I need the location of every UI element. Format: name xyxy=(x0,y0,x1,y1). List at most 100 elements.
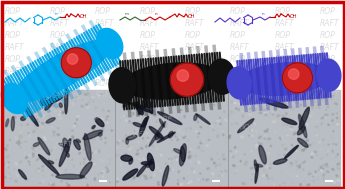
Ellipse shape xyxy=(136,153,139,155)
Ellipse shape xyxy=(63,112,64,113)
Ellipse shape xyxy=(32,154,34,157)
Ellipse shape xyxy=(308,108,310,109)
Ellipse shape xyxy=(306,92,308,94)
Ellipse shape xyxy=(106,171,108,173)
Ellipse shape xyxy=(154,98,157,100)
Ellipse shape xyxy=(140,97,141,98)
Text: RAFT: RAFT xyxy=(230,43,249,53)
Ellipse shape xyxy=(321,157,323,159)
Ellipse shape xyxy=(65,97,67,100)
Ellipse shape xyxy=(255,165,258,183)
Ellipse shape xyxy=(142,138,144,139)
Ellipse shape xyxy=(84,140,85,142)
Ellipse shape xyxy=(231,124,233,125)
Ellipse shape xyxy=(89,96,90,97)
Ellipse shape xyxy=(151,167,153,170)
Ellipse shape xyxy=(274,159,287,164)
Ellipse shape xyxy=(19,170,27,179)
Ellipse shape xyxy=(250,150,252,152)
Ellipse shape xyxy=(125,139,127,142)
Ellipse shape xyxy=(304,136,306,138)
Ellipse shape xyxy=(17,104,19,105)
Ellipse shape xyxy=(337,121,339,124)
Ellipse shape xyxy=(190,148,191,149)
Ellipse shape xyxy=(315,174,316,175)
Ellipse shape xyxy=(311,157,313,158)
Ellipse shape xyxy=(149,122,166,146)
Ellipse shape xyxy=(100,118,104,120)
Ellipse shape xyxy=(80,163,82,164)
Ellipse shape xyxy=(147,137,148,139)
Ellipse shape xyxy=(259,166,260,168)
Text: ROP: ROP xyxy=(85,116,100,122)
Ellipse shape xyxy=(292,107,294,110)
Ellipse shape xyxy=(282,144,284,146)
Ellipse shape xyxy=(102,176,104,177)
Ellipse shape xyxy=(137,93,139,95)
Ellipse shape xyxy=(116,147,118,149)
Ellipse shape xyxy=(160,154,162,156)
Ellipse shape xyxy=(295,160,297,163)
Ellipse shape xyxy=(21,124,22,125)
Ellipse shape xyxy=(6,94,8,96)
Ellipse shape xyxy=(100,100,102,103)
Ellipse shape xyxy=(48,115,49,117)
Ellipse shape xyxy=(306,96,308,98)
Ellipse shape xyxy=(56,174,85,179)
Ellipse shape xyxy=(106,119,107,120)
Ellipse shape xyxy=(34,103,35,104)
Ellipse shape xyxy=(158,184,160,185)
Ellipse shape xyxy=(141,97,144,100)
Ellipse shape xyxy=(106,99,108,101)
Ellipse shape xyxy=(83,149,84,150)
Ellipse shape xyxy=(93,159,95,160)
Ellipse shape xyxy=(131,179,133,180)
Text: RAFT: RAFT xyxy=(140,19,159,29)
Ellipse shape xyxy=(233,165,235,167)
Ellipse shape xyxy=(195,163,196,164)
Ellipse shape xyxy=(161,110,164,112)
Ellipse shape xyxy=(162,184,164,186)
Ellipse shape xyxy=(303,162,304,163)
Ellipse shape xyxy=(6,98,8,101)
Text: ROP: ROP xyxy=(310,121,325,127)
Ellipse shape xyxy=(336,117,338,119)
Ellipse shape xyxy=(256,130,257,133)
Ellipse shape xyxy=(43,115,45,117)
Ellipse shape xyxy=(17,140,19,142)
Ellipse shape xyxy=(249,135,250,136)
Ellipse shape xyxy=(251,122,253,124)
Ellipse shape xyxy=(105,117,108,119)
Ellipse shape xyxy=(38,168,40,170)
Ellipse shape xyxy=(134,123,136,125)
Ellipse shape xyxy=(264,130,267,132)
Ellipse shape xyxy=(22,133,24,135)
Ellipse shape xyxy=(98,150,100,153)
Ellipse shape xyxy=(65,87,68,114)
Ellipse shape xyxy=(175,95,176,96)
Ellipse shape xyxy=(177,139,179,141)
Ellipse shape xyxy=(166,99,167,100)
Ellipse shape xyxy=(167,94,169,96)
Ellipse shape xyxy=(175,137,177,139)
Ellipse shape xyxy=(186,128,187,130)
Ellipse shape xyxy=(100,159,103,161)
Ellipse shape xyxy=(28,149,29,151)
Ellipse shape xyxy=(250,108,251,110)
Ellipse shape xyxy=(153,100,155,103)
Ellipse shape xyxy=(235,172,237,174)
Ellipse shape xyxy=(172,151,173,152)
Ellipse shape xyxy=(90,98,91,99)
Ellipse shape xyxy=(3,176,5,177)
Ellipse shape xyxy=(60,108,62,111)
Text: ROP: ROP xyxy=(5,8,21,16)
Ellipse shape xyxy=(317,59,341,91)
Ellipse shape xyxy=(309,144,311,146)
Ellipse shape xyxy=(120,117,122,119)
Ellipse shape xyxy=(135,95,136,97)
Ellipse shape xyxy=(141,162,154,165)
Ellipse shape xyxy=(117,92,119,94)
Ellipse shape xyxy=(16,138,18,141)
Ellipse shape xyxy=(259,112,262,114)
Ellipse shape xyxy=(192,168,193,170)
